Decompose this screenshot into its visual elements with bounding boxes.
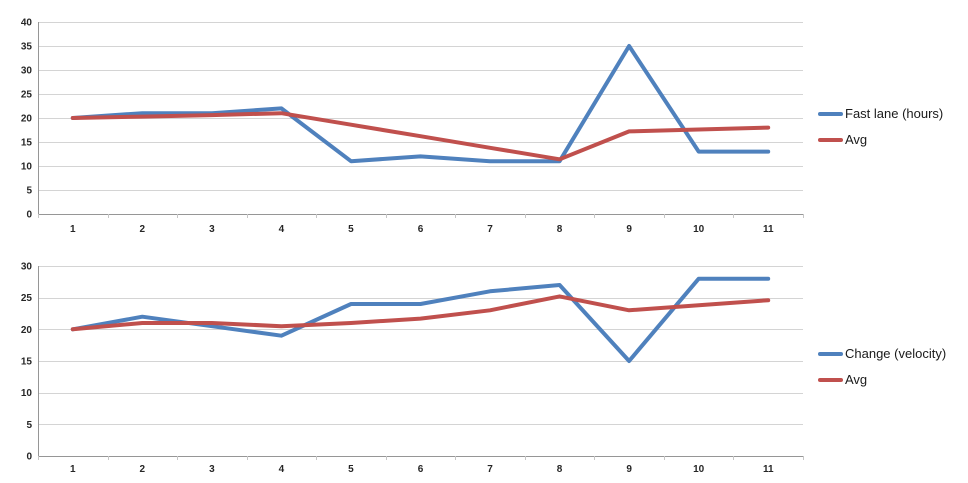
legend-swatch-fast-lane: [818, 111, 843, 116]
x-axis-label: 2: [140, 464, 146, 475]
x-axis-label: 3: [209, 464, 215, 475]
x-axis-label: 4: [279, 224, 285, 235]
legend-label-change-velocity: Change (velocity): [845, 346, 947, 361]
y-axis-label: 5: [26, 186, 32, 197]
y-axis-label: 30: [21, 262, 33, 273]
legend-label-avg-top: Avg: [845, 132, 868, 147]
x-axis-label: 8: [557, 464, 563, 475]
x-axis-label: 5: [348, 224, 354, 235]
x-axis-label: 11: [763, 464, 774, 475]
legend-swatch-avg-top: [818, 137, 843, 142]
y-axis-label: 5: [26, 420, 32, 431]
legend-label-fast-lane: Fast lane (hours): [845, 106, 944, 121]
series-line-fast-lane-hours: [70, 44, 771, 164]
y-axis-label: 15: [21, 138, 33, 149]
x-axis-label: 1: [70, 224, 76, 235]
y-axis-label: 0: [26, 452, 32, 463]
x-axis-label: 11: [763, 224, 774, 235]
x-axis-label: 6: [418, 464, 424, 475]
legend-item-change-velocity: Change (velocity): [818, 345, 946, 362]
x-axis-label: 4: [279, 464, 285, 475]
y-axis-label: 35: [21, 42, 33, 53]
y-axis-label: 40: [21, 18, 33, 29]
x-axis-label: 10: [693, 464, 705, 475]
x-axis-label: 7: [487, 224, 493, 235]
y-axis-label: 20: [21, 114, 33, 125]
series-line-avg: [70, 294, 771, 332]
x-axis-label: 9: [626, 224, 632, 235]
x-axis-label: 3: [209, 224, 215, 235]
legend-swatch-change-velocity: [818, 351, 843, 356]
legend-label-avg-bottom: Avg: [845, 372, 868, 387]
legend-item-avg-top: Avg: [818, 131, 867, 148]
y-axis-label: 10: [21, 388, 33, 399]
x-axis-label: 2: [140, 224, 146, 235]
series-line-avg: [70, 111, 771, 162]
x-axis-label: 10: [693, 224, 705, 235]
y-axis-label: 0: [26, 210, 32, 221]
y-axis-label: 25: [21, 293, 33, 304]
x-axis-label: 6: [418, 224, 424, 235]
y-axis-label: 25: [21, 90, 33, 101]
y-axis-label: 10: [21, 162, 33, 173]
x-axis-label: 7: [487, 464, 493, 475]
x-axis-label: 8: [557, 224, 563, 235]
legend-item-fast-lane: Fast lane (hours): [818, 105, 943, 122]
legend-swatch-avg-bottom: [818, 377, 843, 382]
x-axis-label: 9: [626, 464, 632, 475]
y-axis-label: 30: [21, 66, 33, 77]
y-axis-label: 20: [21, 325, 33, 336]
x-axis-label: 5: [348, 464, 354, 475]
y-axis-label: 15: [21, 357, 33, 368]
x-axis-label: 1: [70, 464, 76, 475]
legend-item-avg-bottom: Avg: [818, 371, 867, 388]
